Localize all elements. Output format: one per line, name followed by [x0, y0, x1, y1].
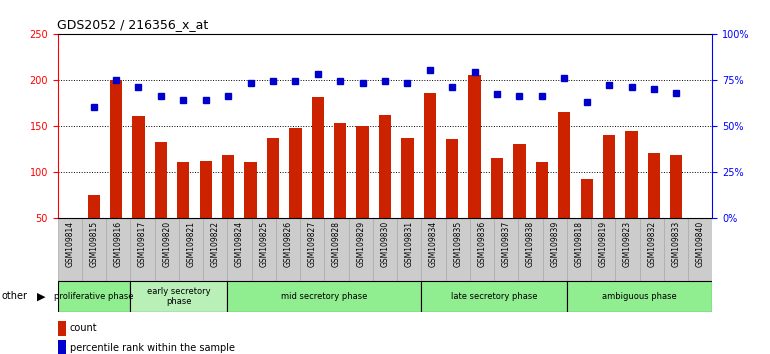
Text: count: count — [69, 323, 97, 333]
Bar — [222, 155, 234, 218]
Bar — [300, 218, 324, 281]
Bar — [155, 142, 167, 218]
Bar — [446, 139, 458, 218]
Bar — [670, 155, 682, 218]
Text: GSM109823: GSM109823 — [623, 221, 632, 267]
Text: GSM109827: GSM109827 — [308, 221, 316, 267]
Text: GSM109834: GSM109834 — [429, 221, 438, 267]
Text: GSM109818: GSM109818 — [574, 221, 584, 267]
Bar — [58, 321, 65, 336]
Text: GSM109825: GSM109825 — [259, 221, 268, 267]
Bar — [664, 218, 688, 281]
Bar — [625, 131, 638, 218]
Bar — [424, 92, 436, 218]
Bar — [567, 218, 591, 281]
Bar — [615, 218, 640, 281]
Bar — [640, 218, 664, 281]
Text: GSM109817: GSM109817 — [138, 221, 147, 267]
Bar — [227, 218, 252, 281]
Bar — [252, 218, 276, 281]
Bar — [468, 75, 480, 218]
Text: percentile rank within the sample: percentile rank within the sample — [69, 343, 235, 353]
Bar — [494, 218, 518, 281]
Bar — [58, 340, 65, 354]
Text: GSM109829: GSM109829 — [357, 221, 365, 267]
Bar — [334, 123, 346, 218]
Bar — [357, 126, 369, 218]
Text: GSM109814: GSM109814 — [65, 221, 75, 267]
Text: GSM109833: GSM109833 — [671, 221, 681, 267]
Text: early secretory
phase: early secretory phase — [147, 287, 211, 306]
Bar — [688, 218, 712, 281]
Bar — [106, 218, 130, 281]
Bar — [155, 218, 179, 281]
Bar — [470, 218, 494, 281]
Bar — [58, 218, 82, 281]
Text: ambiguous phase: ambiguous phase — [602, 292, 677, 301]
Bar — [312, 97, 324, 218]
Bar — [203, 218, 227, 281]
Bar — [514, 144, 526, 218]
Bar — [397, 218, 421, 281]
Text: GSM109831: GSM109831 — [405, 221, 413, 267]
Bar — [227, 281, 421, 312]
Bar — [130, 281, 227, 312]
Bar — [536, 161, 548, 218]
Bar — [266, 138, 279, 218]
Bar — [290, 127, 302, 218]
Bar — [244, 162, 256, 218]
Bar — [446, 218, 470, 281]
Text: GSM109839: GSM109839 — [551, 221, 559, 267]
Text: GSM109832: GSM109832 — [647, 221, 656, 267]
Text: GSM109830: GSM109830 — [380, 221, 390, 267]
Text: ▶: ▶ — [37, 291, 45, 302]
Text: GSM109816: GSM109816 — [114, 221, 123, 267]
Bar — [199, 161, 212, 218]
Text: other: other — [2, 291, 28, 302]
Bar — [648, 153, 660, 218]
Bar — [177, 161, 189, 218]
Bar — [491, 158, 504, 218]
Bar — [558, 112, 571, 218]
Text: GSM109836: GSM109836 — [477, 221, 487, 267]
Bar — [401, 138, 413, 218]
Bar — [373, 218, 397, 281]
Text: mid secretory phase: mid secretory phase — [281, 292, 367, 301]
Bar — [58, 281, 130, 312]
Bar — [88, 195, 100, 218]
Bar — [379, 115, 391, 218]
Text: GSM109821: GSM109821 — [186, 221, 196, 267]
Bar — [276, 218, 300, 281]
Bar — [518, 218, 543, 281]
Bar — [324, 218, 349, 281]
Text: GSM109838: GSM109838 — [526, 221, 535, 267]
Bar — [82, 218, 106, 281]
Text: GSM109820: GSM109820 — [162, 221, 172, 267]
Text: GSM109824: GSM109824 — [235, 221, 244, 267]
Text: GSM109840: GSM109840 — [695, 221, 705, 267]
Text: GDS2052 / 216356_x_at: GDS2052 / 216356_x_at — [57, 18, 209, 31]
Bar — [567, 281, 712, 312]
Bar — [603, 135, 615, 218]
Text: GSM109819: GSM109819 — [598, 221, 608, 267]
Text: GSM109826: GSM109826 — [283, 221, 293, 267]
Bar — [591, 218, 615, 281]
Text: GSM109828: GSM109828 — [332, 221, 341, 267]
Bar — [543, 218, 567, 281]
Bar — [132, 116, 145, 218]
Text: GSM109822: GSM109822 — [211, 221, 219, 267]
Bar — [110, 80, 122, 218]
Bar — [581, 179, 593, 218]
Bar — [349, 218, 373, 281]
Bar — [179, 218, 203, 281]
Text: GSM109837: GSM109837 — [502, 221, 511, 267]
Bar — [421, 218, 446, 281]
Text: GSM109835: GSM109835 — [454, 221, 462, 267]
Bar — [421, 281, 567, 312]
Bar — [130, 218, 155, 281]
Text: GSM109815: GSM109815 — [89, 221, 99, 267]
Text: late secretory phase: late secretory phase — [450, 292, 537, 301]
Text: proliferative phase: proliferative phase — [55, 292, 134, 301]
